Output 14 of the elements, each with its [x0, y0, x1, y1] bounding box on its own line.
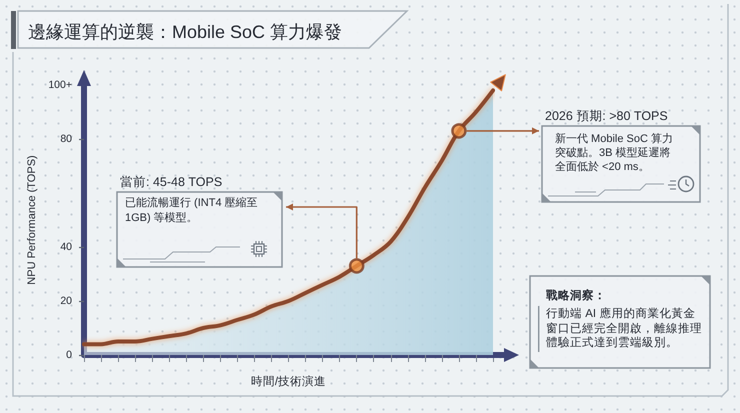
text: 行動端 AI 應用的商業化黃金窗口已經完全開啟，離線推理體驗正式達到雲端級別。: [546, 307, 703, 350]
y-tick-label: 40: [60, 241, 72, 253]
y-axis-title: NPU Performance (TOPS): [26, 155, 38, 285]
annotation: 已能流暢運行 (INT4 壓縮至 1GB) 等模型。: [125, 196, 259, 225]
text: 2026 預期: >80 TOPS: [545, 109, 668, 125]
y-tick-label: 100+: [48, 79, 72, 91]
annotation: 當前: 45-48 TOPS: [120, 175, 222, 191]
chart-title: 邊緣運算的逆襲：Mobile SoC 算力爆發: [28, 21, 342, 44]
text: 戰略洞察：: [546, 289, 606, 304]
y-tick-label: 20: [60, 295, 72, 307]
y-tick-label: 0: [66, 349, 72, 361]
y-tick-label: 80: [60, 133, 72, 145]
x-axis-title: 時間/技術演進: [250, 374, 326, 388]
text: 新一代 Mobile SoC 算力突破點。3B 模型延遲將全面低於 <20 ms。: [555, 132, 674, 174]
